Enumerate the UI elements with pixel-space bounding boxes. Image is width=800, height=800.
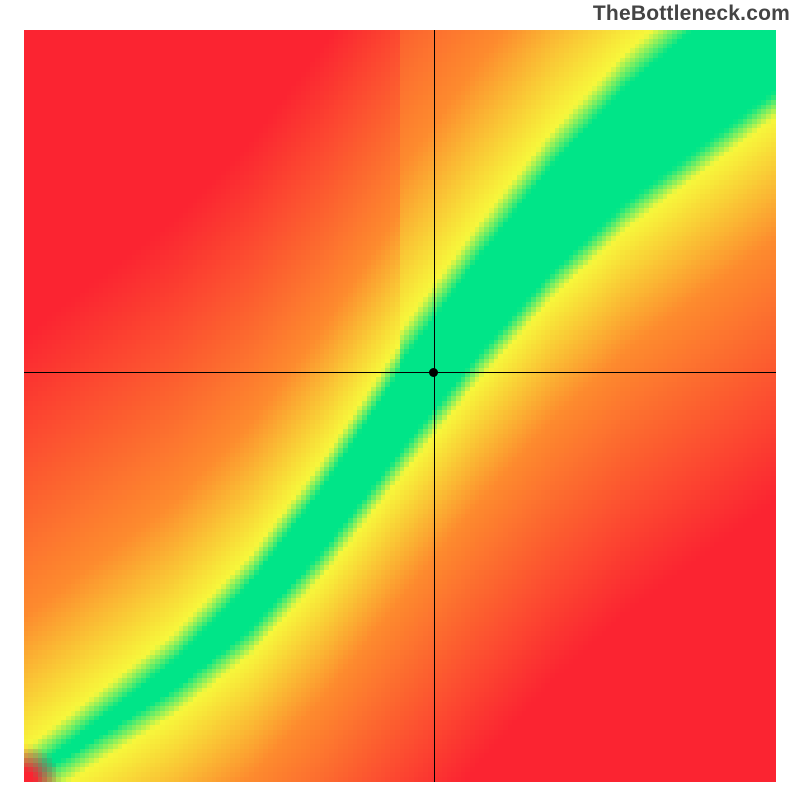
heatmap-canvas	[24, 30, 776, 782]
crosshair-vertical	[434, 30, 435, 782]
plot-area	[24, 30, 776, 782]
chart-container: TheBottleneck.com	[0, 0, 800, 800]
crosshair-dot	[429, 368, 438, 377]
watermark-text: TheBottleneck.com	[593, 2, 790, 26]
crosshair-horizontal	[24, 372, 776, 373]
